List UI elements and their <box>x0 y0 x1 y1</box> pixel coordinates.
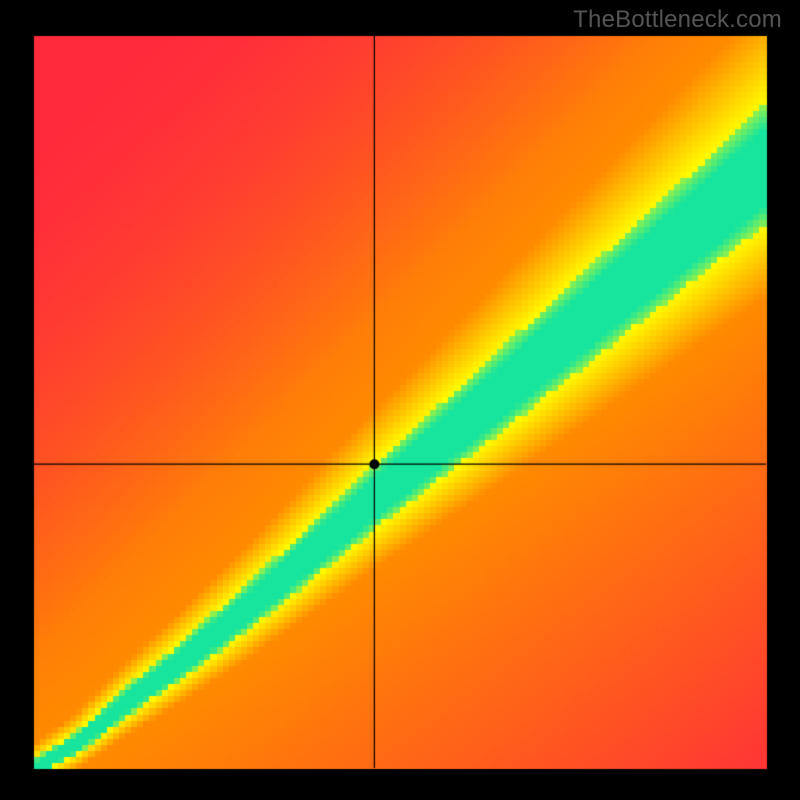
watermark-text: TheBottleneck.com <box>573 6 782 34</box>
bottleneck-heatmap-canvas <box>0 0 800 800</box>
chart-container: TheBottleneck.com <box>0 0 800 800</box>
